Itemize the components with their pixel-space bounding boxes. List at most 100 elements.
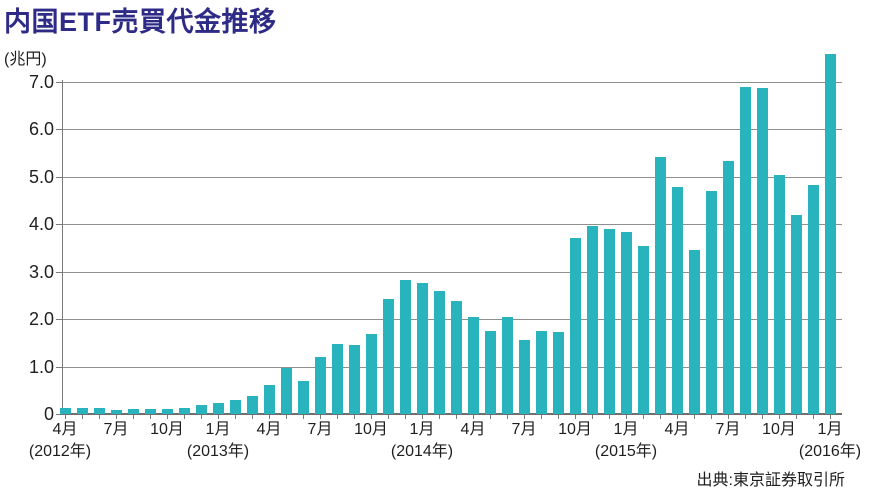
y-axis-tick-label: 3.0 [28, 261, 54, 282]
bar [535, 331, 547, 414]
x-axis-tick [388, 415, 389, 419]
x-axis-tick [184, 415, 185, 419]
x-axis-tick-label: 4月 [256, 421, 282, 438]
x-axis-tick-label: 4月 [460, 421, 486, 438]
x-axis-tick [99, 415, 100, 419]
bar [416, 283, 428, 414]
bar [195, 404, 207, 414]
x-axis-tick [218, 415, 219, 419]
bar [705, 190, 717, 414]
x-axis-line [62, 413, 842, 415]
bar [501, 317, 513, 414]
gridline [63, 176, 842, 178]
x-axis-tick [660, 415, 661, 419]
bar [297, 381, 309, 414]
y-axis-tick-label: 2.0 [28, 309, 54, 330]
x-axis-tick-label: 10月 [354, 421, 388, 438]
bar [331, 344, 343, 414]
bar [637, 246, 649, 414]
bar [76, 408, 88, 414]
y-axis-tick [56, 82, 62, 83]
x-axis-tick [711, 415, 712, 419]
y-axis-tick [56, 414, 62, 415]
x-axis-tick-label: 1月 [817, 421, 843, 438]
bar [144, 409, 156, 414]
bar [824, 53, 836, 414]
x-axis-tick [541, 415, 542, 419]
x-axis-tick [286, 415, 287, 419]
x-axis-tick [201, 415, 202, 419]
x-axis-tick [813, 415, 814, 419]
bar [382, 299, 394, 414]
bar [688, 249, 700, 414]
bar [467, 316, 479, 414]
x-axis-tick [796, 415, 797, 419]
x-axis-tick [269, 415, 270, 419]
bar [93, 407, 105, 414]
y-axis-tick-label: 6.0 [28, 119, 54, 140]
source-credit: 出典:東京証券取引所 [696, 472, 845, 489]
bar [246, 395, 258, 414]
bar [59, 408, 71, 414]
y-axis-line [62, 80, 63, 414]
x-axis-tick [643, 415, 644, 419]
bar [365, 333, 377, 414]
y-axis-tick [56, 366, 62, 368]
y-axis-unit-label: (兆円) [4, 51, 47, 68]
x-axis-tick-label: 7月 [307, 421, 333, 438]
bar [569, 237, 581, 414]
x-axis-tick [490, 415, 491, 419]
x-axis-tick [303, 415, 304, 419]
y-axis-tick [56, 224, 62, 226]
x-axis-year-label: (2013年) [186, 443, 250, 460]
bar [348, 345, 360, 414]
x-axis-tick [473, 415, 474, 419]
x-axis-tick [677, 415, 678, 419]
x-axis-tick [592, 415, 593, 419]
y-axis-tick [56, 271, 62, 273]
x-axis-tick-label: 1月 [409, 421, 435, 438]
gridline [63, 224, 842, 226]
x-axis-tick [65, 415, 66, 419]
x-axis-tick [762, 415, 763, 419]
x-axis-tick [337, 415, 338, 419]
x-axis-tick [371, 415, 372, 419]
bar [212, 402, 224, 414]
y-axis-tick-label: 5.0 [28, 166, 54, 187]
gridline [63, 82, 842, 83]
x-axis-tick [575, 415, 576, 419]
bar [773, 175, 785, 414]
bar [603, 228, 615, 414]
x-axis-tick [830, 415, 831, 419]
x-axis-tick-label: 10月 [762, 421, 796, 438]
bar [671, 186, 683, 414]
x-axis-tick [745, 415, 746, 419]
x-axis-tick [252, 415, 253, 419]
x-axis-tick-label: 10月 [558, 421, 592, 438]
x-axis-year-label: (2016年) [798, 443, 862, 460]
x-axis-tick-label: 4月 [52, 421, 78, 438]
chart-title: 内国ETF売買代金推移 [4, 7, 277, 37]
y-axis-tick-label: 0 [43, 404, 54, 424]
bar [807, 184, 819, 414]
bar [450, 301, 462, 414]
x-axis-tick-label: 4月 [664, 421, 690, 438]
x-axis-tick [235, 415, 236, 419]
x-axis-tick-label: 10月 [150, 421, 184, 438]
x-axis-tick [779, 415, 780, 419]
bar [399, 280, 411, 414]
bar [586, 225, 598, 414]
x-axis-tick [354, 415, 355, 419]
y-axis-tick-label: 4.0 [28, 214, 54, 235]
bar [178, 407, 190, 414]
x-axis-tick [694, 415, 695, 419]
bar [552, 332, 564, 414]
y-axis-tick [56, 319, 62, 321]
x-axis-tick [150, 415, 151, 419]
x-axis-tick [167, 415, 168, 419]
bar [790, 215, 802, 414]
x-axis-tick-label: 7月 [715, 421, 741, 438]
bar [433, 290, 445, 414]
